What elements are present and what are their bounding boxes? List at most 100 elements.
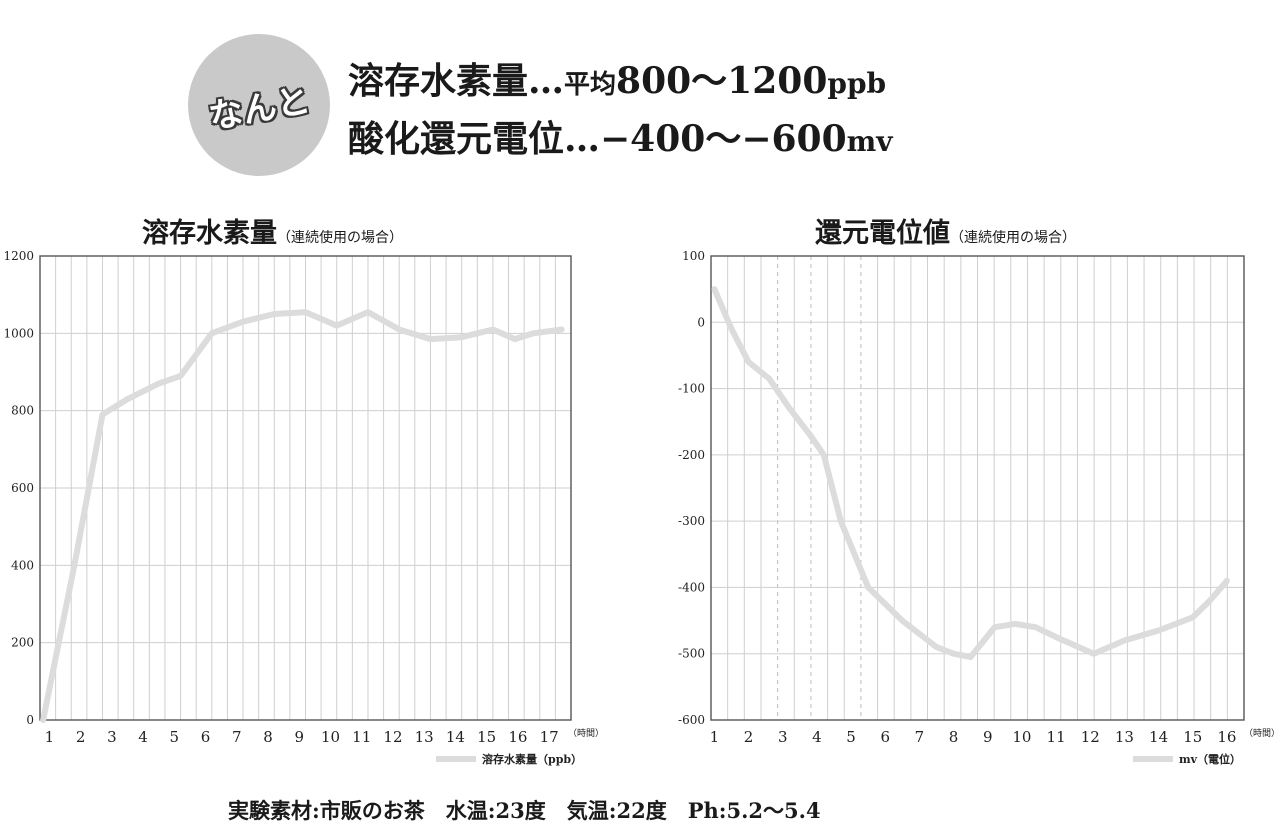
chart-2-xtick-3: 4 <box>812 728 822 746</box>
chart-1-xtick-13: 14 <box>446 728 465 746</box>
chart-2-ytick-6: -500 <box>678 647 705 661</box>
chart-1-xtick-11: 12 <box>383 728 402 746</box>
chart-1-series-1-point-1 <box>72 563 76 567</box>
chart-2-xtick-5: 6 <box>880 728 890 746</box>
chart-2-series-1-point-7 <box>839 519 843 523</box>
nanto-badge: なんと <box>188 34 330 176</box>
chart-1-xtick-15: 16 <box>508 728 527 746</box>
chart-1-ytick-6: 1200 <box>3 249 34 263</box>
chart-2-series-1-line <box>711 286 1230 660</box>
chart-2-series-1-point-5 <box>808 433 812 437</box>
chart-2-x-unit: （時間） <box>1244 728 1280 739</box>
headline-2-label: 酸化還元電位 <box>348 118 565 160</box>
chart-1-series-1-point-3 <box>126 397 129 401</box>
headline-1-unit: ppb <box>827 67 887 100</box>
chart-1-ytick-3: 600 <box>11 481 34 495</box>
chart-2-series-1-point-18 <box>1122 639 1126 642</box>
headline-1-label: 溶存水素量 <box>348 60 529 102</box>
chart-1-xtick-8: 9 <box>294 728 304 746</box>
chart-1-series-1-point-17 <box>532 331 535 335</box>
chart-1-frame <box>39 255 572 721</box>
chart-1-x-unit: （時間） <box>568 728 604 739</box>
chart-2-series-1-point-17 <box>1092 652 1096 656</box>
chart-2-series-1-point-20 <box>1191 615 1195 619</box>
chart-1-series-1-point-0 <box>41 718 45 722</box>
headline-hydrogen: 溶存水素量…平均800〜1200ppb <box>348 52 886 104</box>
chart-2-xtick-13: 14 <box>1149 728 1168 746</box>
chart-2-series-1-point-2 <box>747 360 751 364</box>
chart-2-frame <box>710 255 1245 721</box>
chart-1-series-1-point-4 <box>157 382 161 386</box>
chart-2-title-note: （連続使用の場合） <box>950 230 1076 246</box>
chart-1-xtick-12: 13 <box>415 728 434 746</box>
chart-2-xtick-11: 12 <box>1081 728 1100 746</box>
chart-2-series-1-point-13 <box>993 625 997 629</box>
chart-1-ytick-0: 0 <box>26 713 34 727</box>
chart-1-series-1-point-15 <box>491 328 495 331</box>
chart-2-series-1-point-14 <box>1013 622 1017 626</box>
chart-2-series-1-point-4 <box>788 407 792 410</box>
chart-1-xtick-4: 5 <box>170 728 180 746</box>
chart-1-series-1-point-5 <box>179 374 183 378</box>
chart-2-xtick-9: 10 <box>1012 728 1031 746</box>
chart-2-title-text: 還元電位値 <box>815 218 950 249</box>
chart-2-xtick-8: 9 <box>983 728 993 746</box>
chart-2-ytick-4: -300 <box>678 514 705 528</box>
experiment-conditions: 実験素材:市販のお茶 水温:23度 気温:22度 Ph:5.2〜5.4 <box>228 798 821 823</box>
chart-2-xtick-0: 1 <box>710 728 720 746</box>
chart-2-ytick-7: -600 <box>678 713 705 727</box>
chart-2-xtick-15: 16 <box>1217 728 1236 746</box>
chart-2-series-1-point-12 <box>969 655 973 659</box>
chart-2-series-1-point-19 <box>1157 629 1161 632</box>
chart-1-ytick-1: 200 <box>11 636 34 650</box>
chart-1-ytick-4: 800 <box>11 404 34 418</box>
chart-1-series-1-point-16 <box>513 337 517 341</box>
headline-1-sep: … <box>528 60 565 102</box>
headline-1-avg: 平均 <box>564 70 617 100</box>
chart-2-ytick-3: -200 <box>678 448 705 462</box>
chart-1-series-1-point-18 <box>560 328 564 331</box>
chart-2-ytick-2: -100 <box>678 382 705 396</box>
chart-1-series-1-point-13 <box>428 337 432 341</box>
chart-2-series-1-point-10 <box>935 645 938 649</box>
chart-2-xtick-6: 7 <box>915 728 925 746</box>
chart-1-xtick-2: 3 <box>107 728 117 746</box>
chart-1-title: 溶存水素量（連続使用の場合） <box>142 211 403 250</box>
chart-1-series-1-point-12 <box>397 328 401 331</box>
chart-1-xtick-10: 11 <box>352 728 371 746</box>
chart-2-series-1-point-11 <box>952 652 956 656</box>
headline-1-value: 800〜1200 <box>616 60 828 102</box>
chart-2-xtick-12: 13 <box>1115 728 1134 746</box>
chart-2-xtick-7: 8 <box>949 728 959 746</box>
chart-2-title: 還元電位値（連続使用の場合） <box>815 211 1076 250</box>
chart-2-series-1-point-22 <box>1225 579 1229 583</box>
chart-2-legend-label: mv（電位） <box>1179 752 1241 766</box>
chart-1-series-1-point-7 <box>241 320 245 324</box>
chart-2-xtick-2: 3 <box>778 728 788 746</box>
chart-2-series-1-point-9 <box>900 619 904 623</box>
chart-1-series-1-point-14 <box>460 335 464 339</box>
chart-1-series-1-line <box>40 309 565 723</box>
chart-2-xtick-4: 5 <box>846 728 856 746</box>
chart-1-xtick-7: 8 <box>263 728 273 746</box>
chart-1-title-text: 溶存水素量 <box>142 218 277 249</box>
chart-1-series-1-point-11 <box>366 310 370 314</box>
chart-1-xtick-6: 7 <box>232 728 242 746</box>
chart-1-legend-label: 溶存水素量（ppb） <box>482 752 582 766</box>
chart-2-series-1-point-3 <box>767 377 771 381</box>
headline-2-value: −400〜−600 <box>600 118 847 160</box>
chart-2-xtick-10: 11 <box>1047 728 1066 746</box>
headline-2-unit: mv <box>846 125 893 158</box>
chart-2-series-1-point-16 <box>1054 635 1058 639</box>
chart-1-xtick-1: 2 <box>76 728 86 746</box>
chart-1-series-1-point-6 <box>210 331 214 335</box>
chart-1-series-1-point-8 <box>272 312 276 316</box>
chart-1-xtick-16: 17 <box>540 728 559 746</box>
chart-2-series-1-point-6 <box>822 453 826 457</box>
headline-2-sep: … <box>564 118 601 160</box>
chart-2-xtick-14: 15 <box>1183 728 1202 746</box>
chart-2-series-1-point-15 <box>1034 625 1038 629</box>
chart-1-series-1-point-9 <box>304 310 307 314</box>
headline-orp: 酸化還元電位…−400〜−600mv <box>348 110 893 162</box>
